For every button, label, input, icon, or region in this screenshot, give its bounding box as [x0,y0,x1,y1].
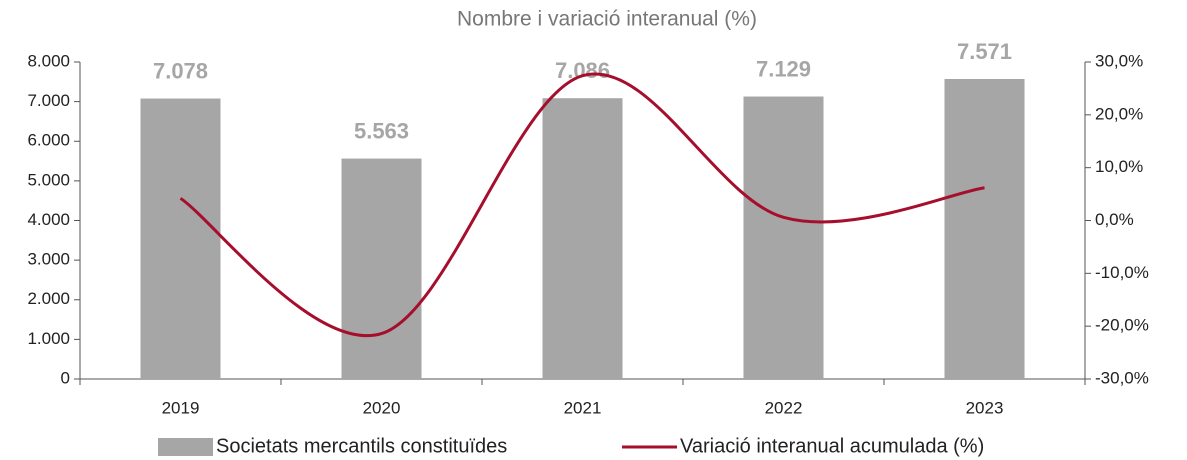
bar [944,78,1025,380]
value-label: 5.563 [354,118,409,143]
y-tick-label: 1.000 [27,329,70,348]
y-tick-label: 6.000 [27,131,70,150]
y2-tick-label: 10,0% [1095,157,1143,176]
y-tick-label: 5.000 [27,170,70,189]
legend-label: Societats mercantils constituïdes [216,435,507,457]
x-tick-label: 2023 [966,398,1004,417]
y2-tick-label: -30,0% [1095,368,1149,387]
value-label: 7.129 [756,56,811,81]
y2-tick-label: 20,0% [1095,104,1143,123]
y-tick-label: 7.000 [27,91,70,110]
y-tick-label: 2.000 [27,289,70,308]
bar [140,98,221,380]
bar [743,96,824,380]
y-tick-label: 3.000 [27,250,70,269]
y2-tick-label: -20,0% [1095,316,1149,335]
y-tick-label: 8.000 [27,51,70,70]
line [179,72,985,338]
y2-tick-label: 30,0% [1095,51,1143,70]
value-label: 7.086 [555,58,610,83]
y-tick-label: 0 [61,368,70,387]
legend-label: Variació interanual acumulada (%) [680,435,984,457]
value-label: 7.571 [957,39,1012,64]
x-tick-label: 2020 [363,398,401,417]
value-label: 7.078 [153,58,208,83]
y2-tick-label: -10,0% [1095,263,1149,282]
x-tick-label: 2021 [564,398,602,417]
chart-title: Nombre i variació interanual (%) [457,8,757,31]
x-tick-label: 2022 [765,398,803,417]
legend-swatch [158,438,213,456]
y2-tick-label: 0,0% [1095,210,1134,229]
bar [341,158,422,379]
x-tick-label: 2019 [162,398,200,417]
bar [542,98,623,379]
y-tick-label: 4.000 [27,210,70,229]
